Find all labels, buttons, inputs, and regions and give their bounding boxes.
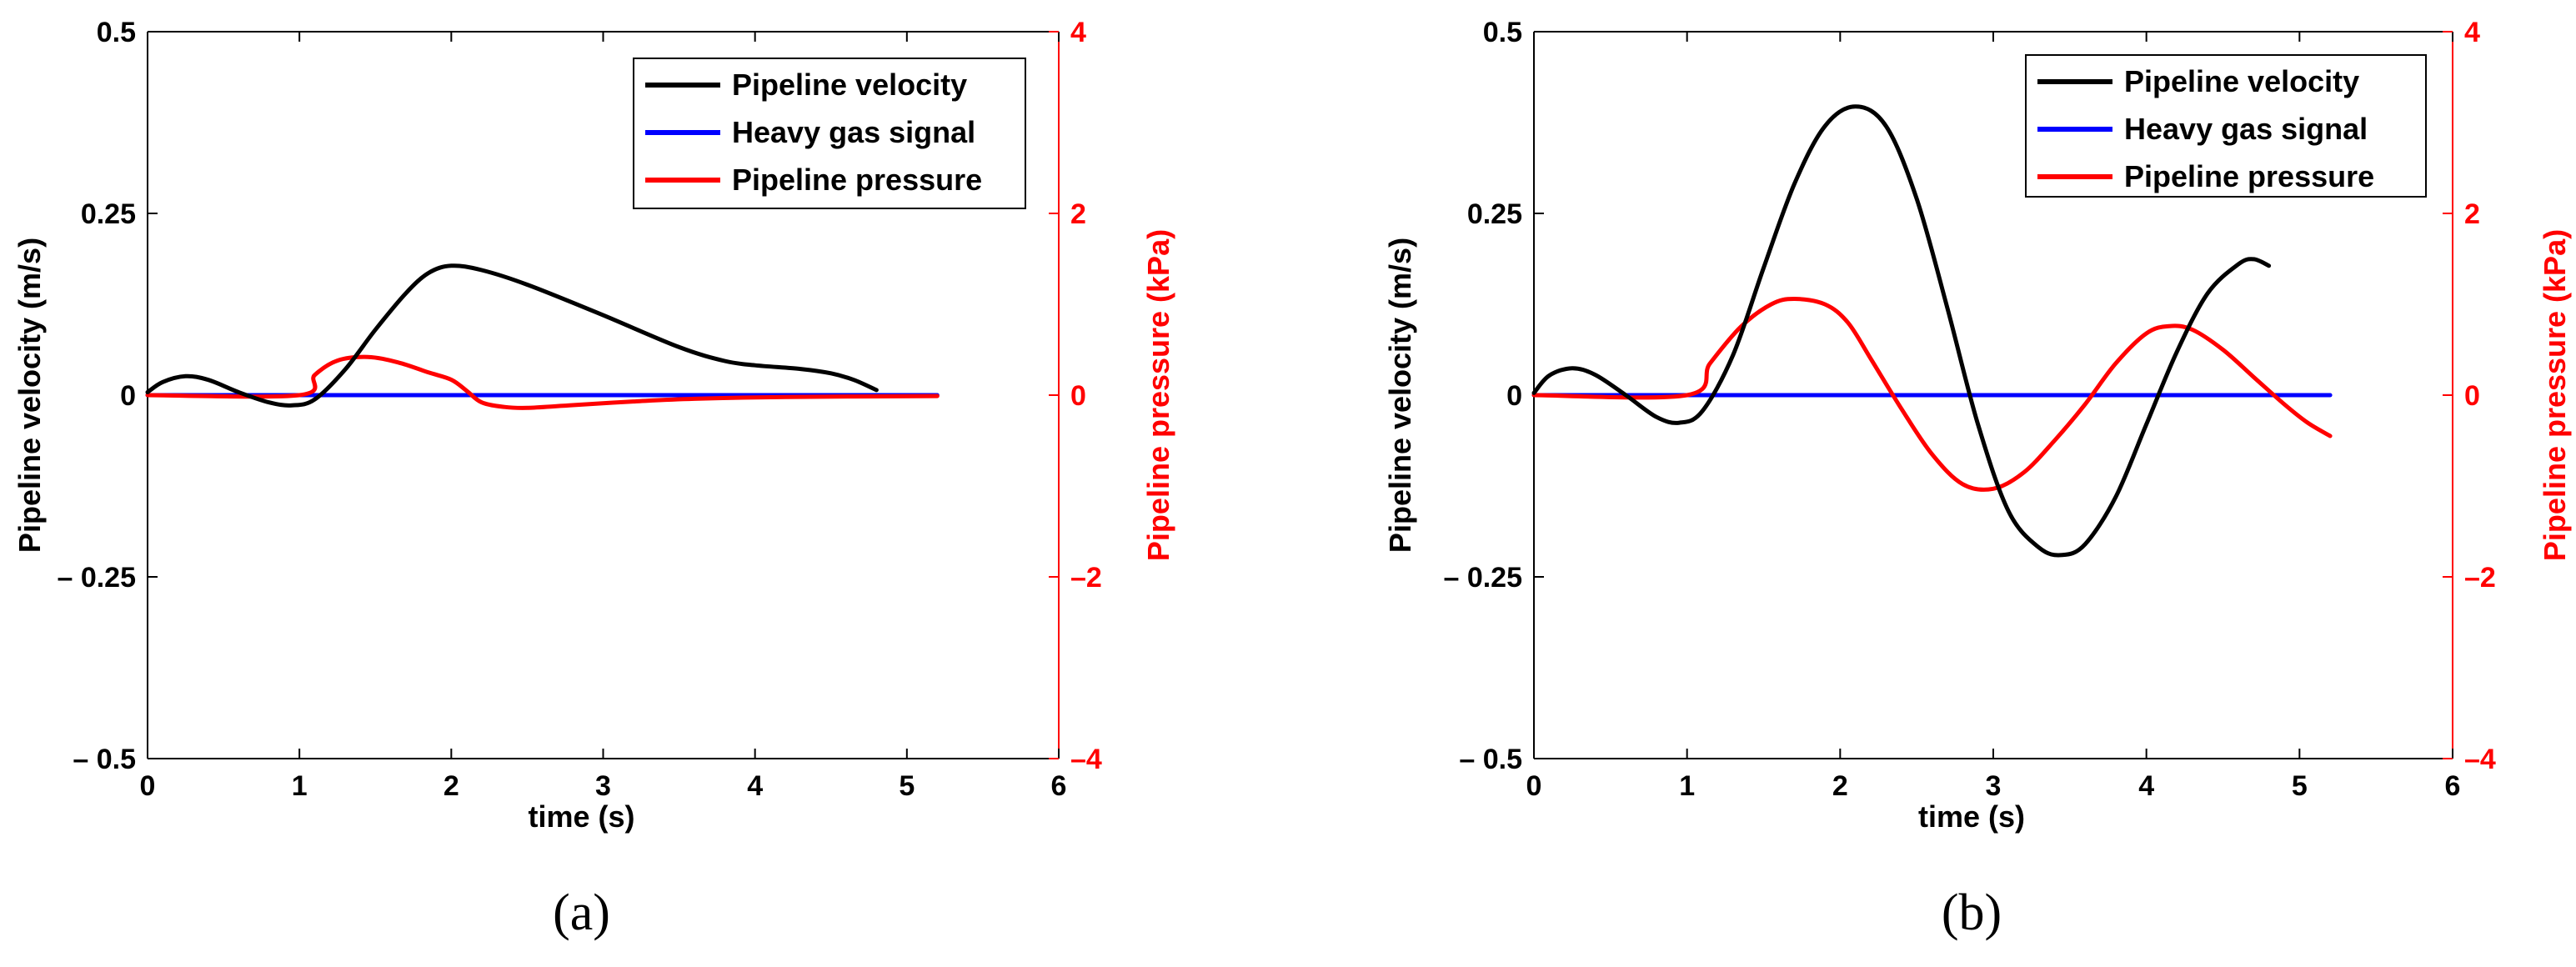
y-axis-label-right: Pipeline pressure (kPa)	[1141, 229, 1175, 561]
y-axis-label-right: Pipeline pressure (kPa)	[2538, 229, 2572, 561]
y-tick-label-left: 0.25	[81, 198, 136, 230]
y-tick-label-right: –2	[2464, 562, 2496, 594]
y-tick-label-left: 0	[120, 380, 136, 412]
legend: Pipeline velocity Heavy gas signal Pipelin…	[633, 58, 1026, 209]
panel-caption: (a)	[553, 884, 610, 941]
x-tick-label: 3	[1986, 770, 2002, 802]
panel-a: 0 1 2 3 4 5 6 – 0.5 – 0.25 0 0.25 0.5 –4 –2 0 2 4 time (s…	[13, 17, 1175, 941]
y-tick-label-left: 0.5	[97, 17, 136, 48]
y-tick-label-left: – 0.25	[57, 562, 136, 594]
y-tick-label-right: 4	[2464, 17, 2480, 48]
series-line-pipeline-velocity	[1531, 104, 2272, 558]
y-tick-label-left: – 0.5	[1459, 744, 1522, 775]
y-tick-label-left: – 0.5	[73, 744, 136, 775]
x-tick-label: 5	[899, 770, 915, 802]
x-axis-label: time (s)	[528, 799, 634, 834]
x-tick-label: 6	[1051, 770, 1067, 802]
legend-label-pipeline-velocity: Pipeline velocity	[2124, 64, 2359, 98]
panel-b: 0 1 2 3 4 5 6 – 0.5 – 0.25 0 0.25 0.5 –4 –2 0 2 4 time (s…	[1383, 17, 2572, 941]
y-tick-label-right: –4	[2464, 744, 2496, 775]
legend-label-heavy-gas-signal: Heavy gas signal	[732, 115, 975, 149]
y-tick-label-right: 2	[2464, 198, 2480, 230]
legend: Pipeline velocity Heavy gas signal Pipelin…	[2025, 54, 2427, 198]
legend-label-pipeline-velocity: Pipeline velocity	[732, 68, 967, 102]
y-tick-label-right: 4	[1070, 17, 1086, 48]
y-tick-label-right: 2	[1070, 198, 1086, 230]
series-line-pipeline-pressure	[145, 354, 940, 410]
x-tick-label: 4	[2138, 770, 2154, 802]
panel-caption: (b)	[1942, 884, 2002, 941]
x-tick-label: 5	[2292, 770, 2308, 802]
y-axis-label-left: Pipeline velocity (m/s)	[1383, 238, 1417, 553]
legend-label-pipeline-pressure: Pipeline pressure	[732, 163, 982, 197]
x-tick-label: 0	[1526, 770, 1542, 802]
x-tick-label: 2	[444, 770, 459, 802]
legend-box	[2025, 54, 2427, 198]
x-tick-label: 6	[2445, 770, 2461, 802]
y-tick-label-left: 0	[1506, 380, 1522, 412]
x-axis-label: time (s)	[1918, 799, 2025, 834]
y-tick-label-left: 0.5	[1483, 17, 1522, 48]
x-tick-label: 1	[292, 770, 308, 802]
series-line-pipeline-pressure	[1531, 297, 2333, 492]
y-tick-label-right: –4	[1070, 744, 1102, 775]
y-tick-label-left: 0.25	[1467, 198, 1522, 230]
x-tick-label: 4	[747, 770, 763, 802]
y-tick-label-right: –2	[1070, 562, 1102, 594]
legend-label-pipeline-pressure: Pipeline pressure	[2124, 159, 2374, 193]
x-tick-label: 0	[140, 770, 156, 802]
y-tick-label-right: 0	[1070, 380, 1086, 412]
x-tick-label: 3	[595, 770, 611, 802]
legend-label-heavy-gas-signal: Heavy gas signal	[2124, 112, 2368, 146]
y-axis-label-left: Pipeline velocity (m/s)	[13, 238, 47, 553]
y-tick-label-right: 0	[2464, 380, 2480, 412]
x-tick-label: 1	[1679, 770, 1695, 802]
x-tick-label: 2	[1832, 770, 1848, 802]
series-line-pipeline-velocity	[145, 263, 879, 408]
y-tick-label-left: – 0.25	[1443, 562, 1522, 594]
